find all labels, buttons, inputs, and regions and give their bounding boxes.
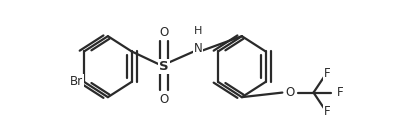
Text: O: O — [285, 86, 294, 99]
Text: S: S — [159, 60, 168, 73]
Text: O: O — [159, 93, 168, 106]
Text: Br: Br — [69, 75, 82, 88]
Text: F: F — [336, 86, 342, 99]
Text: F: F — [324, 105, 330, 118]
Text: N: N — [193, 42, 202, 55]
Text: O: O — [159, 26, 168, 39]
Text: F: F — [324, 67, 330, 80]
Text: H: H — [194, 26, 202, 36]
